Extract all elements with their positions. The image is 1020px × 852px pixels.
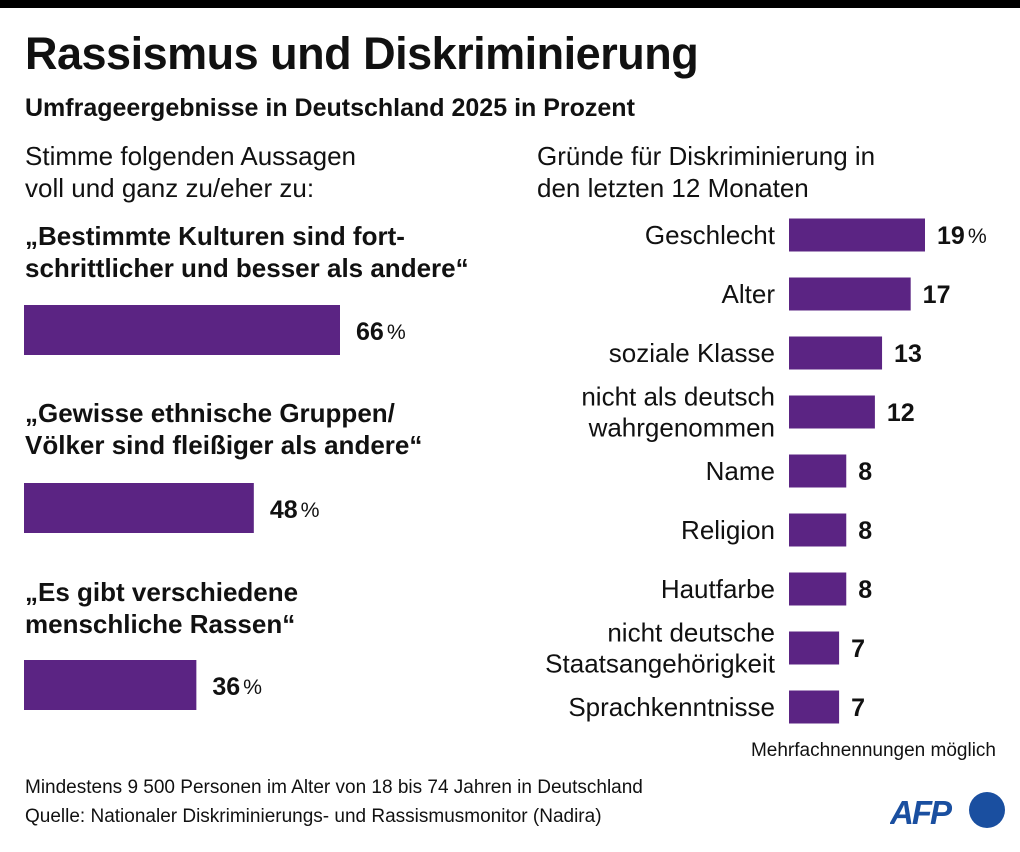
statement-label: „Es gibt verschiedene menschliche Rassen… bbox=[25, 576, 298, 640]
category-label: Staatsangehörigkeit bbox=[545, 648, 776, 678]
value-label: 7 bbox=[851, 694, 865, 722]
afp-logo-text: AFP bbox=[890, 794, 953, 831]
bar bbox=[24, 483, 254, 533]
category-label: Religion bbox=[681, 515, 775, 545]
source-block: Mindestens 9 500 Personen im Alter von 1… bbox=[25, 773, 643, 831]
statement-label-line: schrittlicher und besser als andere“ bbox=[25, 253, 469, 283]
value-label: 8 bbox=[858, 517, 872, 545]
value-label: 7 bbox=[851, 635, 865, 663]
statement-label-line: „Gewisse ethnische Gruppen/ bbox=[25, 398, 395, 428]
category-label: wahrgenommen bbox=[588, 412, 775, 442]
statement-label-line: Völker sind fleißiger als andere“ bbox=[25, 430, 423, 460]
right-section-heading-line: den letzten 12 Monaten bbox=[537, 173, 809, 203]
value-label: 17 bbox=[923, 281, 951, 309]
bar bbox=[24, 305, 340, 355]
bar bbox=[789, 631, 840, 665]
statement-label-line: „Es gibt verschiedene bbox=[25, 577, 299, 607]
value-label: 8 bbox=[858, 458, 872, 486]
left-section-heading-line: Stimme folgenden Aussagen bbox=[25, 141, 356, 171]
multiple-answers-note: Mehrfachnennungen möglich bbox=[750, 740, 996, 761]
chart-title: Rassismus und Diskriminierung bbox=[25, 28, 699, 79]
bar bbox=[789, 395, 875, 429]
bar bbox=[789, 513, 847, 547]
chart-subtitle: Umfrageergebnisse in Deutschland 2025 in… bbox=[25, 94, 635, 122]
left-section-heading-line: voll und ganz zu/eher zu: bbox=[25, 173, 315, 203]
sample-note: Mindestens 9 500 Personen im Alter von 1… bbox=[25, 777, 643, 798]
bar bbox=[789, 690, 840, 724]
category-label: nicht als deutsch bbox=[581, 381, 775, 411]
bar bbox=[789, 277, 911, 311]
value-label: 19% bbox=[937, 222, 987, 250]
category-label: Geschlecht bbox=[645, 220, 776, 250]
value-label: 8 bbox=[858, 576, 872, 604]
left-section-heading: Stimme folgenden Aussagen voll und ganz … bbox=[25, 140, 356, 204]
value-label: 48% bbox=[270, 496, 320, 524]
statement-label: „Gewisse ethnische Gruppen/ Völker sind … bbox=[25, 397, 422, 461]
statement-label: „Bestimmte Kulturen sind fort- schrittli… bbox=[25, 220, 469, 284]
value-label: 12 bbox=[887, 399, 915, 427]
category-label: Sprachkenntnisse bbox=[568, 692, 775, 722]
category-label: soziale Klasse bbox=[609, 338, 775, 368]
top-rule bbox=[0, 0, 1020, 8]
afp-logo: AFP bbox=[890, 792, 1005, 831]
bar bbox=[789, 454, 847, 488]
statement-label-line: „Bestimmte Kulturen sind fort- bbox=[25, 221, 405, 251]
right-section-heading-line: Gründe für Diskriminierung in bbox=[537, 141, 876, 171]
bar bbox=[789, 218, 925, 252]
value-label: 36% bbox=[212, 673, 262, 701]
bar bbox=[24, 660, 197, 710]
bar bbox=[789, 572, 847, 606]
source-note: Quelle: Nationaler Diskriminierungs- und… bbox=[25, 806, 602, 827]
statement-label-line: menschliche Rassen“ bbox=[25, 609, 296, 639]
category-label: Alter bbox=[722, 279, 776, 309]
bar bbox=[789, 336, 883, 370]
value-label: 13 bbox=[894, 340, 922, 368]
value-label: 66% bbox=[356, 318, 406, 346]
right-section-heading: Gründe für Diskriminierung in den letzte… bbox=[537, 140, 875, 204]
category-label: Name bbox=[706, 456, 775, 486]
category-label: nicht deutsche bbox=[607, 617, 775, 647]
category-label: Hautfarbe bbox=[661, 574, 775, 604]
afp-logo-circle bbox=[969, 792, 1005, 828]
